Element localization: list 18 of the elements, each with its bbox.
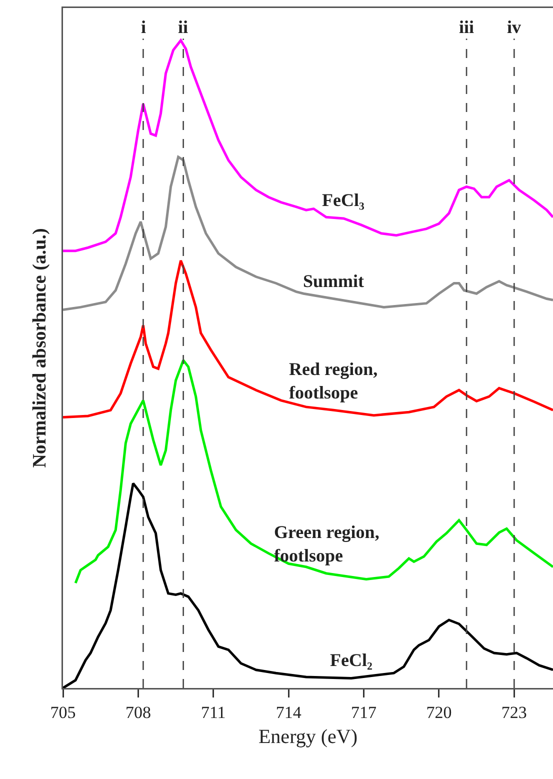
x-axis-title: Energy (eV)	[258, 726, 358, 748]
x-tick-label: 708	[125, 702, 151, 722]
ref-line-label: iii	[459, 17, 474, 37]
series-label: Green region, footlsope	[274, 522, 380, 566]
y-axis-title: Normalized absorbance (a.u.)	[30, 228, 51, 468]
x-tick-label: 723	[501, 702, 527, 722]
x-tick-label: 714	[276, 702, 302, 722]
x-tick-label: 705	[50, 702, 76, 722]
ref-line-label: iv	[507, 17, 522, 37]
ref-line-label: ii	[178, 17, 188, 37]
series-label: Red region, footlsope	[289, 359, 378, 402]
series-label: Summit	[303, 271, 364, 291]
x-tick-label: 711	[200, 702, 226, 722]
series-label: FeCl₂	[330, 650, 372, 670]
ref-line-label: i	[141, 17, 146, 37]
x-tick-label: 720	[426, 702, 452, 722]
x-tick-label: 717	[351, 702, 378, 722]
series-label: FeCl₃	[322, 190, 365, 210]
